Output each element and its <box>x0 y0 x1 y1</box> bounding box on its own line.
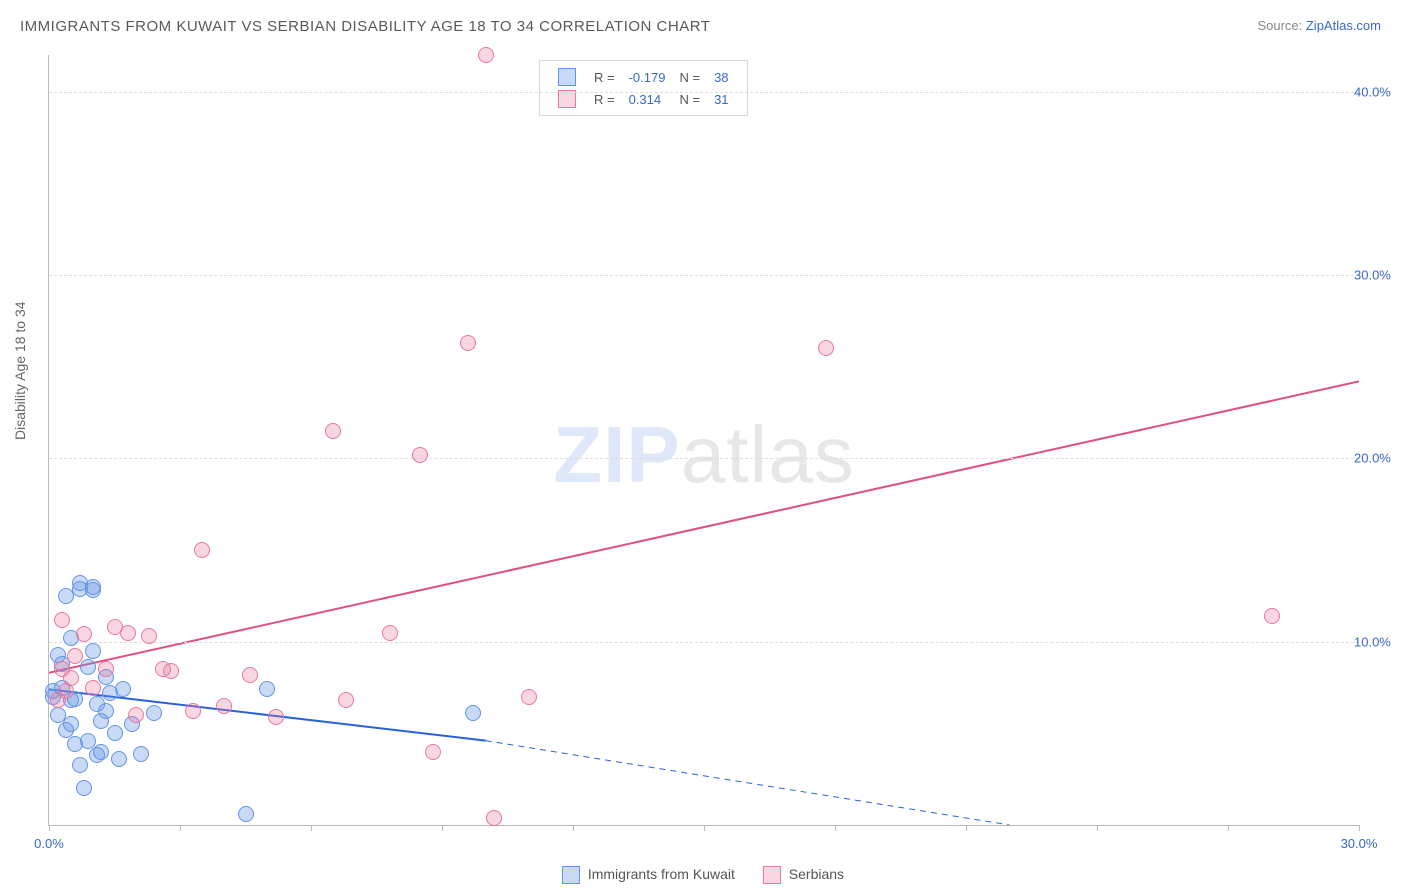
stat-r-label: R = <box>588 67 621 87</box>
data-point <box>259 681 275 697</box>
data-point <box>98 661 114 677</box>
x-tick-mark <box>180 825 181 831</box>
data-point <box>425 744 441 760</box>
y-axis-label: Disability Age 18 to 34 <box>12 301 28 440</box>
data-point <box>72 757 88 773</box>
data-point <box>120 625 136 641</box>
data-point <box>93 744 109 760</box>
x-tick-mark <box>1359 825 1360 831</box>
gridline-h <box>49 458 1359 459</box>
chart-title: IMMIGRANTS FROM KUWAIT VS SERBIAN DISABI… <box>20 18 710 35</box>
data-point <box>242 667 258 683</box>
series-legend: Immigrants from Kuwait Serbians <box>548 866 858 884</box>
legend-item: Serbians <box>763 866 844 882</box>
data-point <box>268 709 284 725</box>
data-point <box>460 335 476 351</box>
x-tick-mark <box>966 825 967 831</box>
data-point <box>133 746 149 762</box>
legend-label: Immigrants from Kuwait <box>588 866 735 882</box>
source-link[interactable]: ZipAtlas.com <box>1306 18 1381 33</box>
source-prefix: Source: <box>1257 18 1305 33</box>
data-point <box>486 810 502 826</box>
source-credit: Source: ZipAtlas.com <box>1257 18 1381 33</box>
data-point <box>85 643 101 659</box>
watermark-zip: ZIP <box>553 410 680 499</box>
x-tick-mark <box>311 825 312 831</box>
y-tick-label: 10.0% <box>1354 634 1404 649</box>
trend-line <box>49 381 1359 672</box>
data-point <box>67 648 83 664</box>
gridline-h <box>49 92 1359 93</box>
data-point <box>325 423 341 439</box>
data-point <box>1264 608 1280 624</box>
data-point <box>194 542 210 558</box>
trend-lines-layer <box>49 55 1359 825</box>
x-tick-mark <box>49 825 50 831</box>
gridline-h <box>49 275 1359 276</box>
data-point <box>111 751 127 767</box>
watermark: ZIPatlas <box>553 409 854 501</box>
stats-row: R =-0.179N =38 <box>552 67 735 87</box>
data-point <box>63 670 79 686</box>
y-tick-label: 20.0% <box>1354 451 1404 466</box>
data-point <box>128 707 144 723</box>
x-tick-mark <box>1228 825 1229 831</box>
trend-line-extension <box>486 741 1010 825</box>
gridline-h <box>49 642 1359 643</box>
data-point <box>185 703 201 719</box>
data-point <box>338 692 354 708</box>
y-tick-label: 30.0% <box>1354 268 1404 283</box>
plot-area: ZIPatlas R =-0.179N =38R =0.314N =31 10.… <box>48 55 1359 826</box>
x-tick-label: 30.0% <box>1341 836 1378 851</box>
data-point <box>146 705 162 721</box>
x-tick-mark <box>573 825 574 831</box>
data-point <box>216 698 232 714</box>
data-point <box>63 716 79 732</box>
data-point <box>141 628 157 644</box>
x-tick-mark <box>442 825 443 831</box>
data-point <box>412 447 428 463</box>
legend-label: Serbians <box>789 866 844 882</box>
y-tick-label: 40.0% <box>1354 84 1404 99</box>
data-point <box>382 625 398 641</box>
data-point <box>163 663 179 679</box>
legend-item: Immigrants from Kuwait <box>562 866 735 882</box>
data-point <box>85 680 101 696</box>
legend-swatch <box>562 866 580 884</box>
data-point <box>80 659 96 675</box>
legend-swatch <box>558 68 576 86</box>
legend-swatch <box>763 866 781 884</box>
x-tick-label: 0.0% <box>34 836 64 851</box>
data-point <box>465 705 481 721</box>
x-tick-mark <box>835 825 836 831</box>
data-point <box>85 579 101 595</box>
stat-n-label: N = <box>673 67 706 87</box>
stat-r-value: -0.179 <box>623 67 672 87</box>
watermark-atlas: atlas <box>681 410 855 499</box>
data-point <box>478 47 494 63</box>
data-point <box>115 681 131 697</box>
data-point <box>818 340 834 356</box>
legend-swatch <box>558 90 576 108</box>
x-tick-mark <box>1097 825 1098 831</box>
data-point <box>107 725 123 741</box>
data-point <box>521 689 537 705</box>
data-point <box>76 780 92 796</box>
stats-legend: R =-0.179N =38R =0.314N =31 <box>539 60 748 116</box>
data-point <box>54 612 70 628</box>
data-point <box>98 703 114 719</box>
stat-n-value: 38 <box>708 67 734 87</box>
x-tick-mark <box>704 825 705 831</box>
data-point <box>76 626 92 642</box>
data-point <box>238 806 254 822</box>
